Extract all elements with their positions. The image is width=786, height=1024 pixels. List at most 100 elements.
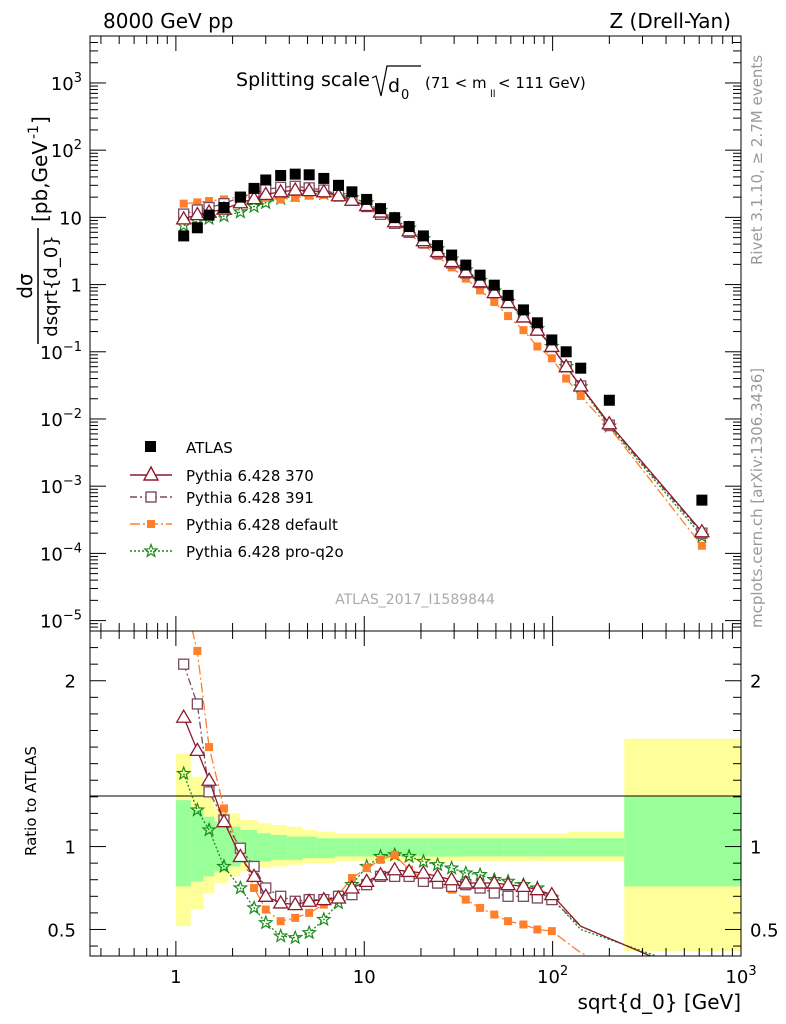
- ratio-point-370: [386, 861, 403, 876]
- band-inner-segment: [190, 810, 204, 882]
- point-370: [543, 338, 560, 353]
- point-370: [272, 183, 289, 198]
- y-tick-label: 102: [51, 138, 82, 162]
- mcplots-label: mcplots.cern.ch [arXiv:1306.3436]: [748, 368, 766, 628]
- band-inner-segment: [257, 833, 272, 862]
- ratio-point-391: [203, 786, 215, 798]
- ratio-point-370: [315, 891, 332, 906]
- band-inner-segment: [534, 838, 568, 857]
- point-atlas: [234, 191, 246, 203]
- point-atlas: [546, 334, 558, 346]
- legend-label-391: Pythia 6.428 391: [186, 489, 314, 507]
- point-default: [562, 374, 571, 383]
- band-inner-segment: [302, 836, 317, 859]
- ratio-point-q2o: [429, 856, 446, 872]
- band-inner-segment: [203, 816, 215, 877]
- y-tick-label: 10−1: [40, 340, 82, 364]
- point-atlas: [560, 346, 572, 358]
- legend-item-atlas: ATLAS: [145, 439, 233, 457]
- x-axis-label: sqrt{d_0} [GeV]: [578, 990, 742, 1014]
- ratio-point-370: [415, 864, 432, 879]
- point-atlas: [389, 212, 401, 224]
- title-range-sub: ll: [490, 89, 496, 100]
- ratio-point-q2o: [415, 853, 432, 869]
- point-default: [276, 195, 285, 204]
- point-default: [504, 312, 513, 321]
- ratio-point-391: [488, 887, 500, 899]
- point-370: [529, 321, 546, 336]
- band-inner-segment: [428, 838, 455, 857]
- y-tick-label: 10−4: [40, 541, 82, 565]
- legend-label-q2o: Pythia 6.428 pro-q2o: [186, 543, 344, 561]
- ratio-point-default: [193, 646, 202, 655]
- y-axis-label: dσ dsqrt{d_0} [pb,GeV -1 ]: [13, 116, 62, 344]
- point-atlas: [203, 209, 215, 221]
- x-tick-label: 1: [170, 967, 181, 988]
- point-atlas: [191, 222, 203, 234]
- ratio-point-370: [343, 879, 361, 894]
- point-atlas: [502, 289, 514, 301]
- band-inner-segment: [271, 834, 288, 860]
- point-atlas: [260, 174, 272, 186]
- x-tick-label: 10: [353, 967, 376, 988]
- point-atlas: [575, 362, 587, 374]
- point-370: [515, 308, 532, 323]
- point-370: [558, 358, 575, 373]
- ratio-y-tick-label-right: 0.5: [750, 920, 779, 941]
- ratio-point-370: [429, 868, 446, 883]
- point-370: [457, 263, 474, 278]
- point-370: [245, 190, 263, 205]
- point-atlas: [696, 494, 708, 506]
- ratio-point-370: [215, 813, 233, 828]
- ratio-plot-panel: 1 10 102 103 0.5 0.5 1 1 2 2: [47, 630, 779, 988]
- ratio-point-default: [490, 910, 499, 919]
- point-default: [533, 342, 542, 351]
- point-atlas: [460, 259, 472, 271]
- title-range-pre: (71 < m: [425, 74, 487, 92]
- point-atlas: [474, 269, 486, 281]
- point-370: [189, 206, 206, 221]
- band-inner-segment: [175, 800, 191, 887]
- title-range-post: < 111 GeV): [498, 74, 586, 92]
- y-tick-label: 10: [59, 208, 82, 229]
- ratio-point-default: [376, 855, 385, 864]
- ratio-data-series: [175, 631, 659, 956]
- point-370: [572, 377, 589, 392]
- legend: ATLAS Pythia 6.428 370 Pythia 6.428 391 …: [130, 439, 344, 561]
- ratio-point-default: [362, 864, 371, 873]
- header-left: 8000 GeV pp: [103, 9, 234, 33]
- ylabel-numerator: dσ: [13, 273, 37, 299]
- ratio-point-q2o: [216, 858, 232, 874]
- analysis-id: ATLAS_2017_I1589844: [335, 592, 495, 608]
- point-atlas: [303, 169, 315, 181]
- y-tick-label: 10−5: [40, 609, 82, 633]
- legend-label-370: Pythia 6.428 370: [186, 467, 314, 485]
- band-inner-segment: [624, 796, 741, 887]
- ratio-point-370: [471, 874, 489, 889]
- point-default: [576, 391, 585, 400]
- ylabel-units: [pb,GeV: [28, 141, 52, 222]
- point-atlas: [446, 249, 458, 261]
- band-inner-segment: [287, 836, 303, 860]
- ratio-line-default: [191, 631, 590, 956]
- point-default: [205, 197, 214, 206]
- ratio-point-370: [443, 871, 460, 886]
- ratio-point-q2o: [287, 929, 304, 945]
- legend-item-default: Pythia 6.428 default: [130, 516, 338, 534]
- point-370: [601, 415, 618, 430]
- main-plot-panel: 10−5 10−4 10−3 10−2 10−1 1 10 102 103: [40, 35, 742, 633]
- ratio-plot-frame: [89, 630, 742, 957]
- point-default: [547, 354, 556, 363]
- point-atlas: [361, 193, 373, 205]
- legend-marker-q2o: [143, 542, 159, 558]
- ratio-point-370: [287, 896, 304, 911]
- point-370: [499, 294, 517, 309]
- band-inner-segment: [477, 838, 504, 857]
- point-370: [471, 273, 489, 288]
- main-axis-ticks: 10−5 10−4 10−3 10−2 10−1 1 10 102 103: [40, 36, 742, 633]
- ratio-y-tick-label-left: 2: [65, 672, 76, 693]
- point-370: [315, 183, 332, 198]
- ratio-point-default: [504, 917, 513, 926]
- point-370: [301, 182, 318, 197]
